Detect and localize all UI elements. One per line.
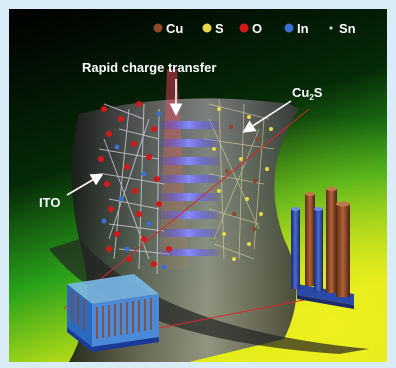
legend-o-swatch bbox=[239, 23, 249, 33]
legend-o-label: O bbox=[252, 21, 262, 36]
legend-sn-swatch bbox=[329, 26, 333, 30]
ito-arrow bbox=[66, 173, 104, 196]
indium-atoms bbox=[101, 111, 167, 270]
zoom-lines bbox=[63, 108, 310, 330]
ito-label: ITO bbox=[39, 195, 60, 210]
nanorod-inset bbox=[291, 187, 354, 309]
sulfur-atoms bbox=[212, 107, 273, 261]
cu2s-arrow bbox=[242, 100, 292, 133]
legend-s-swatch bbox=[202, 23, 212, 33]
legend-in-label: In bbox=[297, 21, 309, 36]
rapid-charge-label: Rapid charge transfer bbox=[82, 60, 216, 75]
legend-in-swatch bbox=[284, 23, 294, 33]
schematic-panel: Cu S O In Sn Rapid charge transfer Cu2S … bbox=[9, 9, 387, 362]
schematic-svg: Cu S O In Sn Rapid charge transfer Cu2S … bbox=[9, 9, 387, 362]
interface-bands bbox=[159, 121, 219, 256]
copper-atoms bbox=[224, 124, 260, 232]
array-block bbox=[67, 274, 159, 352]
oxygen-atoms bbox=[98, 101, 172, 267]
legend-cu-label: Cu bbox=[166, 21, 183, 36]
legend-s-label: S bbox=[215, 21, 224, 36]
ito-lattice bbox=[98, 103, 170, 275]
legend-sn-label: Sn bbox=[339, 21, 356, 36]
legend: Cu S O In Sn bbox=[153, 21, 356, 36]
cu2s-label: Cu2S bbox=[292, 85, 323, 102]
legend-cu-swatch bbox=[153, 23, 163, 33]
